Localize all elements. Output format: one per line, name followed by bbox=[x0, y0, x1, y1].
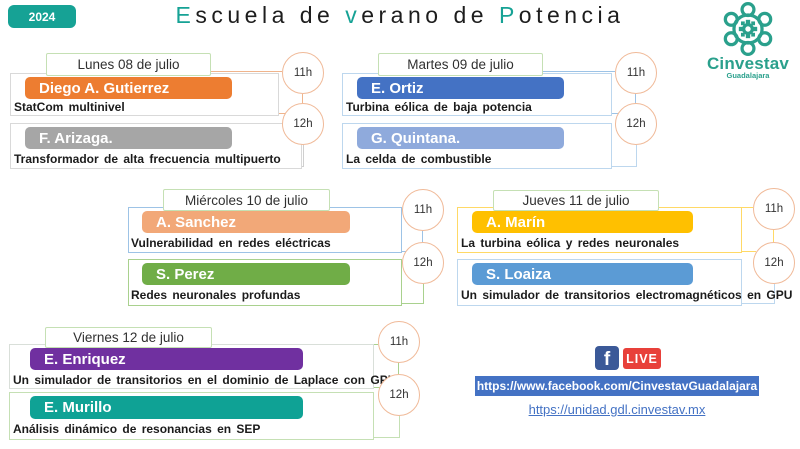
time-circle-11h: 11h bbox=[615, 52, 657, 94]
session-topic: Análisis dinámico de resonancias en SEP bbox=[13, 422, 261, 436]
logo-org-name: Cinvestav bbox=[706, 54, 790, 73]
title-segment: v bbox=[345, 2, 362, 28]
logo-city-name: Guadalajara bbox=[726, 71, 770, 80]
speaker-bar: E. Murillo bbox=[30, 396, 303, 419]
connector-line bbox=[398, 363, 399, 374]
title-segment: scuela de bbox=[195, 2, 346, 28]
connector-line bbox=[423, 284, 424, 304]
connector-line bbox=[302, 94, 303, 103]
session-topic: Redes neuronales profundas bbox=[131, 288, 301, 302]
cinvestav-emblem-icon bbox=[723, 2, 773, 56]
connector-line bbox=[774, 284, 775, 304]
day-label-wednesday: Miércoles 10 de julio bbox=[163, 189, 330, 211]
speaker-bar: S. Loaiza bbox=[472, 263, 693, 285]
day-label-tuesday: Martes 09 de julio bbox=[378, 53, 543, 76]
connector-line bbox=[740, 251, 756, 252]
time-circle-12h: 12h bbox=[378, 374, 420, 416]
connector-line bbox=[422, 231, 423, 242]
connector-line bbox=[610, 166, 637, 167]
speaker-bar: G. Quintana. bbox=[357, 127, 564, 149]
time-circle-11h: 11h bbox=[378, 321, 420, 363]
connector-line bbox=[209, 71, 282, 72]
facebook-url-bar[interactable]: https://www.facebook.com/CinvestavGuadal… bbox=[475, 376, 759, 396]
session-topic: La celda de combustible bbox=[346, 152, 492, 166]
time-circle-12h: 12h bbox=[402, 242, 444, 284]
speaker-bar: S. Perez bbox=[142, 263, 350, 285]
time-circle-11h: 11h bbox=[402, 189, 444, 231]
live-badge: LIVE bbox=[623, 348, 661, 369]
connector-line bbox=[303, 145, 304, 167]
page-title: Escuela de verano de Potencia bbox=[0, 2, 800, 29]
time-circle-12h: 12h bbox=[282, 103, 324, 145]
connector-line bbox=[399, 416, 400, 438]
time-circle-11h: 11h bbox=[282, 52, 324, 94]
speaker-bar: E. Enriquez bbox=[30, 348, 303, 370]
time-circle-12h: 12h bbox=[615, 103, 657, 145]
connector-line bbox=[773, 230, 774, 242]
session-topic: Un simulador de transitorios electromagn… bbox=[461, 288, 793, 302]
day-label-friday: Viernes 12 de julio bbox=[45, 327, 212, 348]
session-topic: Transformador de alta frecuencia multipu… bbox=[14, 152, 281, 166]
connector-line bbox=[400, 303, 423, 304]
connector-line bbox=[636, 145, 637, 167]
connector-line bbox=[372, 387, 382, 388]
title-segment: otencia bbox=[518, 2, 625, 28]
speaker-bar: A. Marín bbox=[472, 211, 693, 233]
time-circle-12h: 12h bbox=[753, 242, 795, 284]
session-topic: Un simulador de transitorios en el domin… bbox=[13, 373, 404, 387]
speaker-bar: F. Arizaga. bbox=[25, 127, 232, 149]
time-circle-11h: 11h bbox=[753, 188, 795, 230]
session-topic: Vulnerabilidad en redes eléctricas bbox=[131, 236, 331, 250]
website-link[interactable]: https://unidad.gdl.cinvestav.mx bbox=[528, 402, 706, 417]
connector-line bbox=[740, 303, 774, 304]
facebook-icon: f bbox=[595, 346, 619, 370]
session-topic: Turbina eólica de baja potencia bbox=[346, 100, 532, 114]
title-segment: erano de bbox=[361, 2, 499, 28]
connector-line bbox=[635, 94, 636, 103]
connector-line bbox=[372, 437, 399, 438]
speaker-bar: Diego A. Gutierrez bbox=[25, 77, 232, 99]
connector-line bbox=[541, 71, 615, 72]
title-segment: P bbox=[498, 2, 519, 28]
speaker-bar: A. Sanchez bbox=[142, 211, 350, 233]
session-topic: StatCom multinivel bbox=[14, 100, 125, 114]
title-segment: E bbox=[175, 2, 196, 28]
day-label-monday: Lunes 08 de julio bbox=[46, 53, 211, 76]
year-badge: 2024 bbox=[8, 5, 76, 28]
cinvestav-logo: Cinvestav Guadalajara bbox=[700, 2, 796, 80]
session-topic: La turbina eólica y redes neuronales bbox=[461, 236, 680, 250]
day-label-thursday: Jueves 11 de julio bbox=[493, 190, 659, 211]
speaker-bar: E. Ortiz bbox=[357, 77, 564, 99]
